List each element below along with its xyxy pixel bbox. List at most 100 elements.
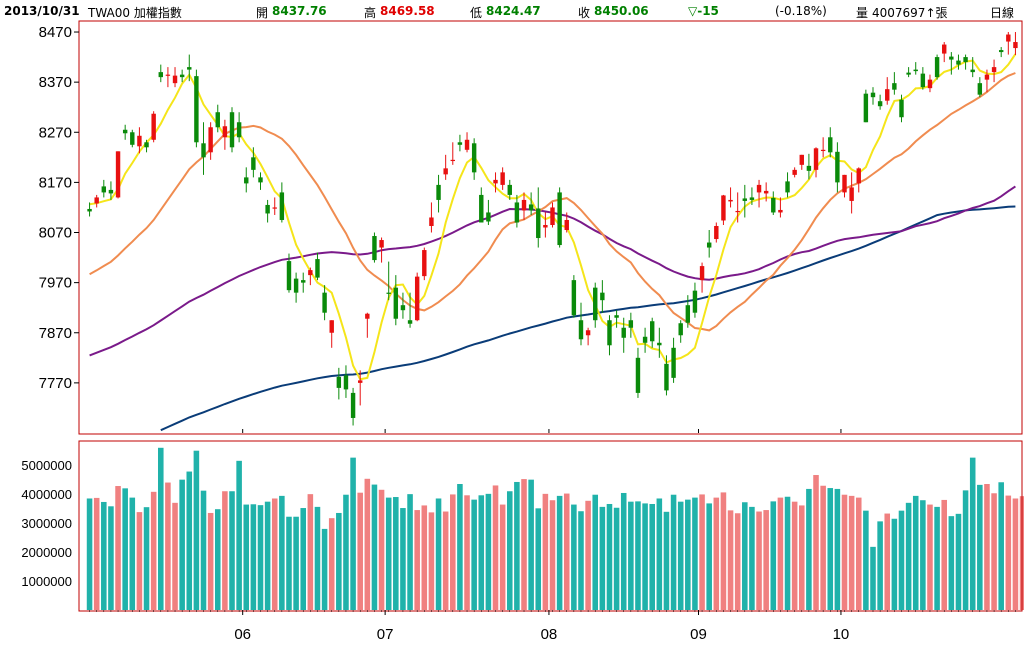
volume-bar (214, 509, 221, 610)
candle-body (179, 74, 185, 78)
ma20-line (89, 72, 1016, 332)
volume-bar (179, 479, 185, 610)
volume-bar (236, 460, 242, 610)
volume-bar (314, 506, 321, 610)
volume-bar (784, 496, 791, 610)
volume-bar (1012, 498, 1019, 610)
candle-body (991, 67, 997, 73)
candle-body (877, 101, 883, 107)
candle-body (407, 320, 413, 324)
candle-body (998, 50, 1004, 53)
candle-body (301, 280, 306, 283)
candle-body (265, 204, 270, 214)
candle-body (657, 342, 662, 346)
volume-bar (528, 479, 534, 610)
candle-body (778, 209, 783, 213)
volume-bar (656, 498, 663, 610)
volume-bar (485, 493, 492, 610)
candle-body (429, 217, 434, 226)
volume-bar (984, 484, 990, 610)
candle-body (471, 143, 477, 173)
volume-bar (186, 471, 193, 610)
volume-bar (791, 501, 798, 610)
volume-bar (350, 457, 356, 610)
volume-bar (941, 499, 947, 610)
candle-body (934, 57, 940, 78)
volume-bar (620, 492, 627, 610)
candle-body (885, 89, 890, 101)
candle-body (621, 327, 626, 338)
volume-bar (271, 498, 278, 610)
volume-tick-label: 3000000 (21, 516, 72, 531)
volume-bar (535, 508, 542, 610)
volume-bar (898, 510, 905, 610)
volume-bar (571, 504, 577, 610)
candle-body (215, 112, 220, 128)
volume-bar (699, 494, 705, 610)
volume-bar (279, 495, 285, 610)
candle-body (151, 113, 156, 140)
quote-info-bar: 2013/10/31 TWA00 加權指數 開 8437.76 高 8469.5… (0, 0, 1024, 22)
volume-bar (848, 495, 855, 610)
volume-bar (891, 518, 898, 610)
candle-body (194, 76, 199, 143)
price-tick-label: 8070 (39, 225, 72, 242)
volume-bar (115, 486, 121, 610)
low-value: 8424.47 (486, 4, 541, 18)
volume-bar (428, 512, 435, 610)
volume-bar (991, 493, 997, 610)
volume-tick-label: 1000000 (21, 574, 72, 589)
volume-bar (514, 481, 520, 610)
volume-bar (357, 492, 363, 610)
volume-bar (720, 492, 727, 610)
high-label: 高 (364, 6, 377, 20)
candle-body (187, 67, 192, 70)
candle-body (828, 137, 833, 153)
candle-body (165, 74, 171, 76)
volume-bar (955, 513, 962, 610)
volume-axis: 5000000 4000000 3000000 2000000 1000000 (21, 458, 72, 589)
volume-bar (727, 510, 734, 610)
price-tick-label: 7970 (39, 275, 72, 292)
quote-symbol: TWA00 加權指數 (88, 6, 182, 20)
candle-body (557, 192, 562, 246)
candle-body (728, 199, 733, 202)
volume-value: 4007697↑張 (872, 6, 948, 20)
candle-body (664, 363, 669, 391)
volume-bar (563, 493, 570, 610)
volume-bar (977, 484, 983, 610)
candle-body (244, 177, 249, 184)
candle-body (813, 148, 819, 170)
candle-body (322, 292, 327, 313)
candle-body (543, 224, 548, 228)
volume-bar (920, 500, 926, 610)
month-axis: 06 07 08 09 10 (89, 429, 1016, 643)
volume-bar (927, 504, 933, 610)
volume-bar (464, 495, 470, 610)
candle-body (286, 261, 292, 291)
volume-bar (556, 495, 563, 610)
volume-bar (122, 488, 128, 610)
volume-bar (200, 490, 207, 610)
volume-bar (321, 528, 328, 610)
candle-body (528, 204, 534, 211)
candle-body (571, 280, 577, 316)
volume-bar (813, 475, 819, 610)
candle-body (350, 392, 356, 418)
volume-bar (421, 505, 428, 610)
volume-bar (578, 511, 584, 610)
candle-body (336, 376, 342, 388)
volume-bar (172, 502, 178, 610)
month-label: 08 (541, 626, 558, 643)
volume-bar (129, 497, 136, 610)
candle-body (785, 181, 790, 193)
volume-bar (364, 478, 371, 610)
candle-body (457, 142, 463, 145)
volume-bar (93, 497, 100, 610)
volume-bar (870, 546, 876, 610)
candle-body (493, 179, 498, 184)
volume-bar (663, 511, 670, 610)
candle-body (486, 212, 491, 222)
volume-bar (649, 503, 655, 610)
